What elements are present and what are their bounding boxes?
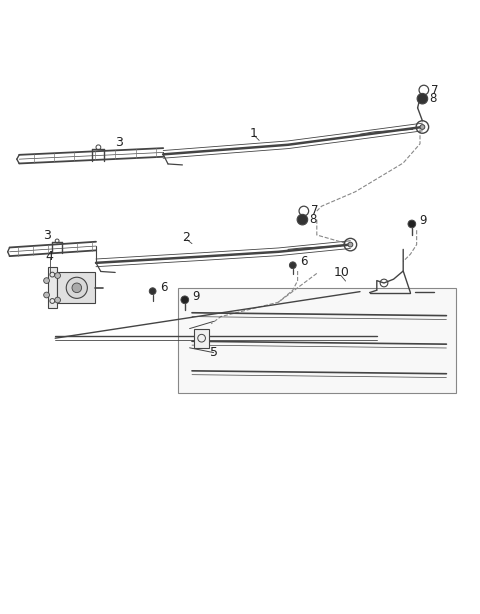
Circle shape — [66, 278, 87, 298]
Circle shape — [149, 288, 156, 295]
Circle shape — [44, 292, 49, 298]
Bar — [178, 288, 456, 394]
Text: 5: 5 — [210, 346, 218, 359]
Circle shape — [348, 242, 353, 247]
Circle shape — [417, 93, 428, 104]
Circle shape — [44, 278, 49, 284]
Text: 6: 6 — [300, 255, 308, 268]
Text: 10: 10 — [334, 266, 349, 279]
Text: 1: 1 — [250, 126, 257, 140]
Circle shape — [55, 273, 60, 278]
Bar — [57, 272, 95, 303]
Circle shape — [55, 297, 60, 303]
Text: 8: 8 — [310, 213, 317, 226]
Circle shape — [420, 125, 425, 130]
Circle shape — [289, 262, 296, 268]
Text: 4: 4 — [46, 250, 53, 263]
Text: 6: 6 — [160, 281, 168, 294]
Text: 9: 9 — [192, 290, 200, 303]
Circle shape — [72, 283, 82, 293]
Circle shape — [181, 296, 189, 304]
Text: 7: 7 — [431, 84, 439, 96]
Bar — [194, 328, 209, 348]
Text: 9: 9 — [419, 214, 427, 227]
Circle shape — [408, 220, 416, 228]
Bar — [48, 268, 57, 308]
Text: 2: 2 — [182, 231, 190, 244]
Text: 3: 3 — [115, 136, 123, 149]
Text: 7: 7 — [311, 204, 319, 217]
Text: 8: 8 — [430, 92, 437, 105]
Circle shape — [297, 214, 308, 225]
Text: 3: 3 — [43, 230, 51, 243]
